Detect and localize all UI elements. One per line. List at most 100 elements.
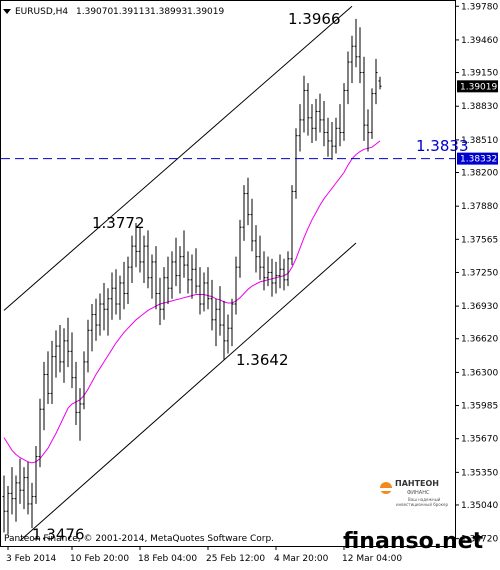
collapse-triangle-icon xyxy=(3,9,11,14)
ohlc-bar xyxy=(250,198,254,252)
ma-line xyxy=(3,140,381,464)
ohlc-bar xyxy=(142,235,146,283)
ohlc-bar xyxy=(134,222,138,268)
panteon-logo: ПАНТЕОН ФИНАНС Ваш надежный инвестиционн… xyxy=(380,479,449,507)
ohlc-bar xyxy=(102,282,106,331)
ohlc-bar xyxy=(70,332,74,389)
y-tick-label: 1.37250 xyxy=(461,268,498,278)
ohlc-bar xyxy=(314,98,318,141)
ohlc-bar xyxy=(66,317,70,368)
ohlc-bar xyxy=(282,258,286,291)
ohlc-bar xyxy=(362,56,366,141)
ohlc-bar xyxy=(94,298,98,341)
x-tick-label: 4 Mar 20:00 xyxy=(274,554,329,564)
logo-sub2: Ваш надежный xyxy=(408,497,441,502)
ohlc-bar xyxy=(294,128,298,199)
x-tick-label: 3 Feb 2014 xyxy=(6,554,57,564)
ohlc-open: 1.39070 xyxy=(76,7,113,17)
ohlc-bar xyxy=(38,398,42,468)
ohlc-bar xyxy=(270,258,274,297)
ohlc-bar xyxy=(334,117,338,154)
y-tick-label: 1.36300 xyxy=(461,368,498,378)
y-tick-label: 1.37880 xyxy=(461,202,498,212)
x-tick-label: 12 Mar 04:00 xyxy=(342,554,402,564)
ohlc-bar xyxy=(242,185,246,241)
ohlc-bar xyxy=(62,328,66,383)
ohlc-bars xyxy=(2,18,382,535)
y-tick-label: 1.35040 xyxy=(461,501,498,511)
ohlc-bar xyxy=(126,256,130,305)
ohlc-bar xyxy=(218,286,222,336)
copyright-text: Panteon Finance, © 2001-2014, MetaQuotes… xyxy=(4,534,274,544)
ohlc-bar xyxy=(174,237,178,287)
annotation-1-3476: 1.3476 xyxy=(32,525,85,543)
price-annotations: 1.3966 1.3772 1.3642 1.3476 1.3833 xyxy=(32,10,469,544)
ohlc-bar xyxy=(146,230,150,289)
level-price-label: 1.38332 xyxy=(460,155,497,165)
ohlc-bar xyxy=(206,267,210,310)
ohlc-bar xyxy=(318,93,322,133)
ohlc-bar xyxy=(342,83,346,141)
ohlc-bar xyxy=(178,246,182,294)
x-tick-label: 25 Feb 12:00 xyxy=(206,554,265,564)
ohlc-bar xyxy=(30,482,34,529)
ohlc-bar xyxy=(378,76,382,90)
ohlc-bar xyxy=(202,272,206,312)
ohlc-bar xyxy=(110,272,114,320)
ohlc-bar xyxy=(222,300,226,360)
y-tick-label: 1.34720 xyxy=(461,535,498,545)
ohlc-bar xyxy=(330,121,334,160)
ohlc-bar xyxy=(214,298,218,347)
channel-lower-line xyxy=(19,242,357,542)
annotation-1-3772: 1.3772 xyxy=(92,214,145,232)
y-tick-label: 1.38510 xyxy=(461,136,498,146)
ohlc-bar xyxy=(26,461,30,515)
logo-icon-band xyxy=(380,488,392,491)
ohlc-bar xyxy=(130,235,134,283)
ohlc-bar xyxy=(90,304,94,352)
y-axis: 1.39780 1.39460 1.39150 1.38830 1.38510 1.382… xyxy=(455,2,498,545)
ohlc-bar xyxy=(234,256,238,315)
y-tick-label: 1.38200 xyxy=(461,168,498,178)
ohlc-bar xyxy=(346,51,350,105)
ohlc-bar xyxy=(154,246,158,310)
ohlc-bar xyxy=(6,486,10,535)
logo-name: ПАНТЕОН xyxy=(395,479,439,488)
ohlc-bar xyxy=(42,361,46,431)
ohlc-bar xyxy=(82,351,86,410)
ohlc-bar xyxy=(50,340,54,404)
ohlc-bar xyxy=(150,254,154,299)
ohlc-bar xyxy=(14,475,18,522)
y-tick-label: 1.39150 xyxy=(461,69,498,79)
ohlc-bar xyxy=(306,83,310,136)
ohlc-bar xyxy=(74,361,78,426)
ohlc-bar xyxy=(322,100,326,147)
ohlc-bar xyxy=(34,446,38,504)
branding: Panteon Finance, © 2001-2014, MetaQuotes… xyxy=(4,479,484,554)
ohlc-bar xyxy=(254,225,258,273)
annotation-1-3642: 1.3642 xyxy=(236,351,289,369)
y-tick-label: 1.35350 xyxy=(461,468,498,478)
moving-average xyxy=(3,140,381,464)
ohlc-bar xyxy=(54,330,58,378)
ohlc-bar xyxy=(10,467,14,515)
ohlc-bar xyxy=(298,104,302,152)
y-tick-label: 1.38830 xyxy=(461,102,498,112)
ohlc-bar xyxy=(190,254,194,299)
ohlc-bar xyxy=(338,104,342,147)
ohlc-bar xyxy=(366,109,370,152)
y-tick-label: 1.39780 xyxy=(461,2,498,12)
ohlc-bar xyxy=(162,267,166,320)
ohlc-bar xyxy=(58,325,62,373)
symbol-label: EURUSD,H4 xyxy=(15,7,68,17)
ohlc-bar xyxy=(290,185,294,266)
annotation-1-3833: 1.3833 xyxy=(416,137,469,155)
ohlc-bar xyxy=(114,269,118,315)
ohlc-low: 1.38993 xyxy=(150,7,187,17)
last-price-badge xyxy=(457,80,498,93)
ohlc-bar xyxy=(78,388,82,441)
logo-sub3: инвестиционный брокер xyxy=(396,502,449,507)
ohlc-close: 1.39019 xyxy=(187,7,224,17)
ohlc-bar xyxy=(326,117,330,157)
